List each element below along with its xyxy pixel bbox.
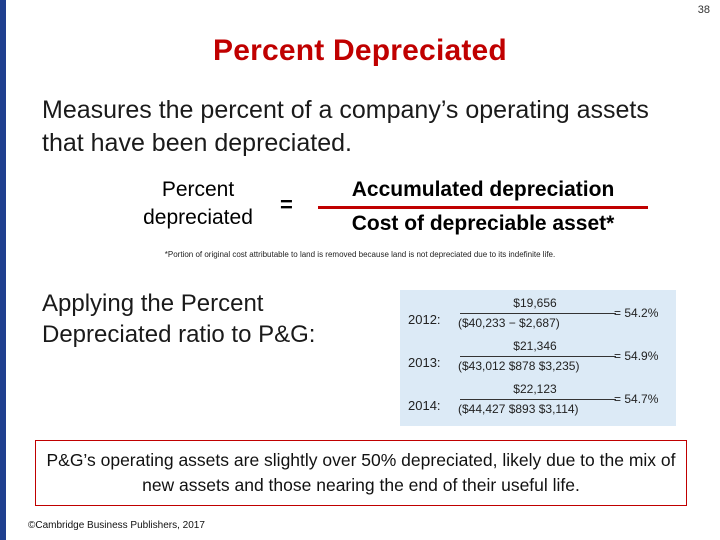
formula-label-line2: depreciated: [143, 206, 253, 229]
slide-title: Percent Depreciated: [213, 34, 507, 67]
calc-year: 2014:: [408, 398, 441, 413]
calc-year: 2012:: [408, 312, 441, 327]
formula-numerator: Accumulated depreciation: [351, 178, 615, 201]
calc-denominator: ($44,427 $893 $3,114): [458, 402, 579, 416]
calc-row-2012: 2012: $19,656 ($40,233 − $2,687) = 54.2%: [400, 296, 676, 336]
formula-denominator: Cost of depreciable asset*: [351, 212, 615, 235]
formula-fraction-bar: [318, 206, 648, 209]
apply-text: Applying the Percent Depreciated ratio t…: [42, 290, 316, 348]
calc-result: = 54.7%: [614, 392, 659, 406]
calculation-box: 2012: $19,656 ($40,233 − $2,687) = 54.2%…: [400, 290, 676, 426]
calc-row-2014: 2014: $22,123 ($44,427 $893 $3,114) = 54…: [400, 382, 676, 422]
formula: Percent depreciated = Accumulated deprec…: [0, 176, 720, 246]
calc-fraction-bar: [460, 399, 616, 400]
calc-result: = 54.2%: [614, 306, 659, 320]
formula-equals-sign: =: [280, 192, 293, 217]
calc-denominator: ($40,233 − $2,687): [458, 316, 560, 330]
calc-fraction-bar: [460, 356, 616, 357]
calc-fraction-bar: [460, 313, 616, 314]
conclusion-box: P&G’s operating assets are slightly over…: [35, 440, 687, 506]
formula-label: Percent depreciated: [118, 176, 278, 232]
copyright: ©Cambridge Business Publishers, 2017: [28, 520, 205, 531]
left-accent-bar: [0, 0, 6, 540]
footnote: *Portion of original cost attributable t…: [164, 250, 556, 259]
calc-year: 2013:: [408, 355, 441, 370]
page-number: 38: [697, 4, 710, 16]
intro-text: Measures the percent of a company’s oper…: [42, 96, 649, 157]
formula-label-line1: Percent: [161, 178, 235, 201]
calc-numerator: $19,656: [513, 296, 557, 310]
calc-numerator: $21,346: [513, 339, 557, 353]
calc-result: = 54.9%: [614, 349, 659, 363]
calc-denominator: ($43,012 $878 $3,235): [458, 359, 580, 373]
calc-numerator: $22,123: [513, 382, 557, 396]
calc-row-2013: 2013: $21,346 ($43,012 $878 $3,235) = 54…: [400, 339, 676, 379]
